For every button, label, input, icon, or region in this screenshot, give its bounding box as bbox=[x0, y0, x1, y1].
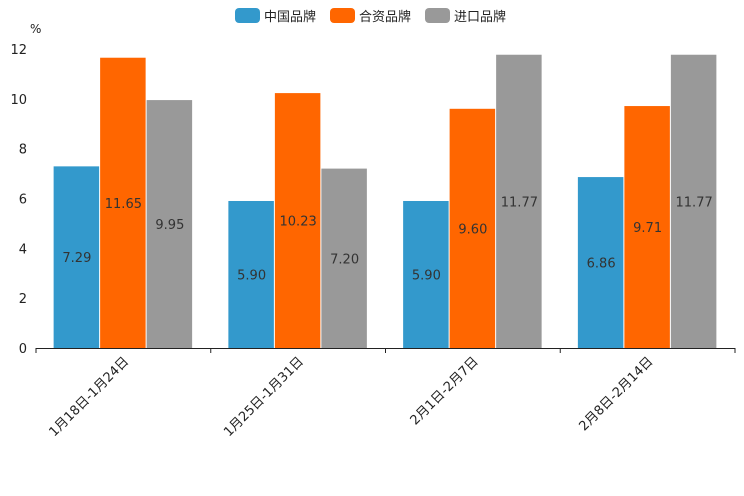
data-label: 5.90 bbox=[237, 268, 266, 283]
data-label: 11.65 bbox=[105, 197, 142, 212]
x-category-label: 2月8日-2月14日 bbox=[577, 354, 657, 434]
y-tick-label: 0 bbox=[19, 342, 27, 357]
x-category-label: 2月1日-2月7日 bbox=[408, 354, 482, 428]
x-category-label: 1月18日-1月24日 bbox=[46, 354, 132, 440]
bar bbox=[53, 166, 100, 348]
y-tick-label: 10 bbox=[10, 93, 27, 108]
y-tick-label: 4 bbox=[19, 242, 27, 257]
y-tick-label: 6 bbox=[19, 193, 27, 208]
bar bbox=[228, 200, 274, 348]
data-label: 11.77 bbox=[676, 195, 713, 210]
bar bbox=[577, 177, 624, 348]
bar bbox=[624, 106, 670, 348]
x-axis: 1月18日-1月24日 1月25日-1月31日 2月1日-2月7日 2月8日-2月14… bbox=[35, 348, 736, 440]
data-label: 9.95 bbox=[155, 218, 184, 233]
bar bbox=[100, 57, 146, 349]
legend-label: 合资品牌 bbox=[359, 9, 411, 25]
y-tick-label: 12 bbox=[10, 43, 27, 58]
x-category-label: 1月25日-1月31日 bbox=[221, 354, 307, 440]
legend-swatch bbox=[235, 8, 260, 23]
data-label: 5.90 bbox=[412, 268, 441, 283]
y-tick-label: 8 bbox=[19, 143, 27, 158]
bar bbox=[274, 93, 321, 348]
bars bbox=[53, 54, 717, 349]
y-axis-unit-label: % bbox=[30, 22, 41, 36]
y-axis: 0 2 4 6 8 10 12 bbox=[10, 43, 27, 357]
bar bbox=[403, 200, 449, 348]
y-tick-label: 2 bbox=[19, 292, 27, 307]
bar bbox=[496, 54, 542, 348]
data-label: 7.20 bbox=[330, 252, 359, 267]
legend-label: 中国品牌 bbox=[264, 9, 316, 25]
legend: 中国品牌 合资品牌 进口品牌 bbox=[235, 8, 506, 25]
bar bbox=[321, 168, 367, 348]
legend-swatch bbox=[425, 8, 450, 23]
bar bbox=[670, 54, 717, 348]
bar bbox=[449, 108, 496, 348]
data-label: 6.86 bbox=[587, 257, 616, 272]
data-label: 7.29 bbox=[62, 251, 91, 266]
legend-label: 进口品牌 bbox=[454, 9, 506, 25]
data-label: 10.23 bbox=[280, 215, 317, 230]
data-labels: 7.29 11.65 9.95 5.90 10.23 7.20 5.90 9.60 11.77 6… bbox=[62, 195, 712, 283]
bar bbox=[146, 100, 193, 349]
data-label: 9.60 bbox=[458, 222, 487, 237]
data-label: 11.77 bbox=[501, 195, 538, 210]
legend-swatch bbox=[330, 8, 355, 23]
data-label: 9.71 bbox=[633, 221, 662, 236]
